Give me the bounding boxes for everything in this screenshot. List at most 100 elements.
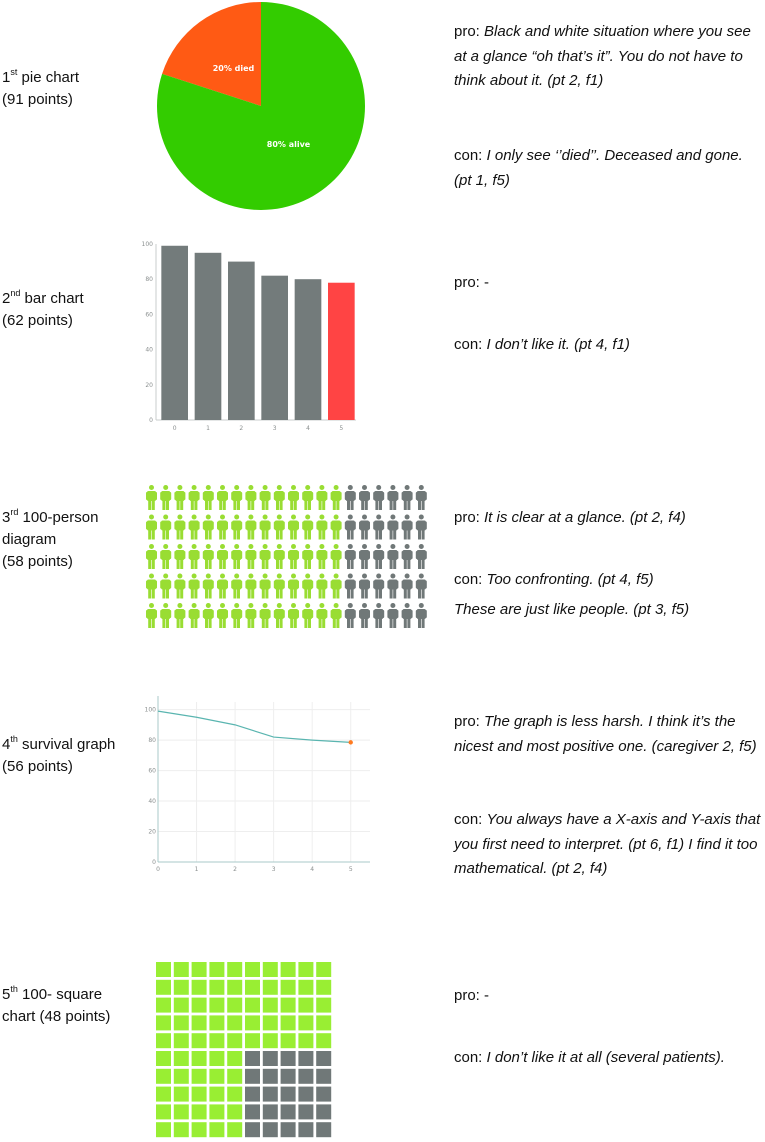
con-prefix: con: [454, 811, 487, 828]
ordinal-suffix: rd [10, 507, 19, 517]
person-icon [401, 485, 413, 510]
waffle-square [156, 997, 171, 1013]
pie-slice-label: 80% alive [267, 140, 311, 149]
person-icon [387, 573, 399, 599]
person-icon [231, 544, 243, 569]
person-icon [316, 573, 328, 599]
pro-prefix: pro: [454, 987, 485, 1004]
chart-name: 100-person [18, 509, 99, 526]
pro-text: Black and white situation where you see … [454, 23, 751, 89]
bar [228, 261, 255, 420]
waffle-square [173, 1086, 189, 1102]
person-icon [344, 485, 356, 510]
bar [261, 275, 288, 420]
person-diagram [146, 485, 427, 628]
waffle-square [227, 1051, 243, 1066]
pro-prefix: pro: [454, 713, 485, 730]
waffle-square [227, 1122, 243, 1138]
waffle-square [316, 1086, 332, 1102]
ordinal-suffix: st [10, 67, 18, 77]
y-tick-label: 80 [148, 737, 156, 744]
waffle-square [245, 979, 260, 995]
chart-name: survival graph [17, 736, 116, 753]
waffle-square [245, 1051, 260, 1066]
person-icon [174, 544, 186, 569]
person-icon [415, 573, 427, 599]
x-tick-label: 2 [239, 425, 243, 432]
waffle-square [156, 1051, 171, 1066]
waffle-square [173, 979, 189, 995]
person-icon [245, 603, 257, 628]
waffle-square [209, 1122, 225, 1138]
person-icon [344, 603, 356, 628]
con-comment: con: I only see ‘’died’’. Deceased and g… [454, 144, 764, 193]
person-icon [316, 544, 328, 569]
person-icon [245, 514, 257, 540]
person-icon [344, 544, 356, 569]
row-label: 4th survival graph (56 points) [2, 734, 115, 778]
waffle-square [156, 979, 171, 995]
person-icon [401, 603, 413, 628]
waffle-square [280, 997, 296, 1013]
x-tick-label: 0 [156, 866, 160, 873]
person-icon [188, 544, 200, 569]
ordinal: 1 [2, 69, 11, 86]
person-icon [217, 514, 228, 540]
waffle-square [316, 1015, 332, 1031]
person-icon [401, 514, 413, 540]
person-icon [359, 573, 370, 599]
waffle-square [209, 1068, 225, 1084]
waffle-square [316, 1051, 332, 1066]
waffle-square [173, 1122, 189, 1138]
person-icon [316, 603, 328, 628]
waffle-square [156, 1015, 171, 1031]
con-comment: con: Too confronting. (pt 4, f5) [454, 568, 764, 593]
person-icon [202, 485, 214, 510]
waffle-square [280, 1122, 296, 1138]
waffle-square [156, 1033, 171, 1049]
waffle-square [280, 1015, 296, 1031]
waffle-square [280, 1033, 296, 1049]
waffle-square [298, 1122, 314, 1138]
con-prefix: con: [454, 1049, 487, 1066]
waffle-square [316, 962, 332, 977]
person-icon [217, 544, 228, 569]
con-comment: con: You always have a X-axis and Y-axis… [454, 808, 764, 882]
chart-name-line2: diagram [2, 531, 57, 548]
person-icon [202, 573, 214, 599]
waffle-square [298, 1068, 314, 1084]
person-icon [231, 485, 243, 510]
person-icon [330, 485, 342, 510]
pro-prefix: pro: [454, 274, 485, 291]
bar [328, 282, 355, 420]
x-tick-label: 0 [173, 425, 177, 432]
con-text: You always have a X-axis and Y-axis that… [454, 811, 761, 877]
person-icon [344, 514, 356, 540]
person-icon [273, 573, 285, 599]
waffle-square [191, 962, 207, 977]
person-icon [302, 514, 314, 540]
person-icon [273, 485, 285, 510]
y-tick-label: 60 [145, 311, 153, 318]
person-icon [174, 573, 186, 599]
points: (91 points) [2, 91, 73, 108]
person-icon [174, 603, 186, 628]
person-icon [415, 544, 427, 569]
waffle-square [173, 1051, 189, 1066]
x-tick-label: 4 [310, 866, 314, 873]
person-icon [288, 514, 299, 540]
waffle-square [227, 1068, 243, 1084]
waffle-square [245, 1122, 260, 1138]
con-text: I don’t like it at all (several patients… [486, 1049, 725, 1066]
pie-slice [157, 2, 365, 211]
person-icon [259, 603, 271, 628]
person-icon [174, 514, 186, 540]
person-icon [188, 485, 200, 510]
ordinal: 3 [2, 509, 11, 526]
person-icon [259, 573, 271, 599]
ordinal: 5 [2, 986, 11, 1003]
y-tick-label: 40 [148, 798, 156, 805]
waffle-square [298, 979, 314, 995]
person-icon [231, 514, 243, 540]
person-icon [344, 573, 356, 599]
